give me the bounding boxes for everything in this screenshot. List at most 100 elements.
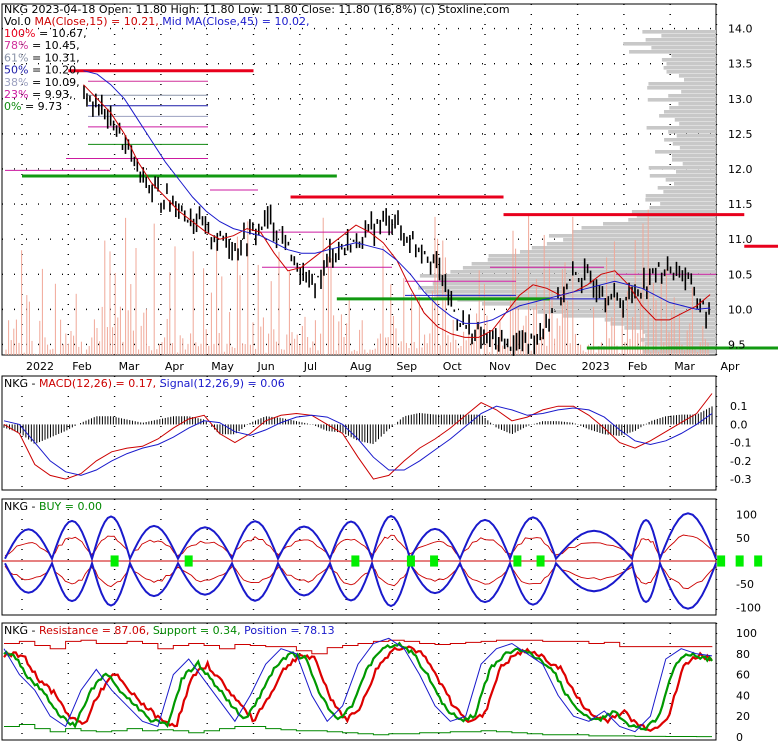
- volume-profile-bar: [646, 126, 716, 130]
- ticker: NKG: [4, 3, 28, 16]
- buy-signal-marker: [735, 555, 744, 567]
- volume-profile-bar: [629, 50, 716, 54]
- volume-profile-bar: [471, 262, 716, 266]
- buy-red-upper: [4, 534, 717, 559]
- volume-profile-bar: [537, 310, 716, 314]
- rsp-green-trace: [3, 641, 713, 732]
- buy-signal-marker: [717, 555, 726, 567]
- macd-y-tick: 0.1: [730, 400, 748, 413]
- buy-signal-marker: [536, 555, 545, 567]
- rsp-panel-frame: [1, 622, 717, 741]
- x-tick-label: Nov: [489, 360, 511, 373]
- volume-profile-bar: [519, 250, 716, 254]
- header-line-2: Vol 0 MA(Close,15) = 10.21, Mid MA(Close…: [4, 15, 310, 28]
- volume-profile-bar: [678, 74, 716, 78]
- series-mid-ma-close-45-: [83, 70, 711, 324]
- volume-profile-bar: [671, 158, 716, 162]
- fib-value: = 10.31,: [32, 51, 80, 64]
- x-tick-label: Mar: [119, 360, 140, 373]
- volume-profile-bar: [655, 150, 716, 154]
- close-value: Close: 11.80 (16.8%): [301, 3, 417, 16]
- high-value: High: 11.80: [170, 3, 234, 16]
- volume-profile-bar: [432, 282, 716, 286]
- x-tick-label: May: [211, 360, 234, 373]
- volume-profile-bar: [645, 194, 716, 198]
- fib-pct: 100%: [4, 27, 39, 40]
- macd-y-tick: -0.2: [730, 455, 751, 468]
- rsp-panel: 100 80 60 40 20 0: [3, 627, 757, 744]
- volume-profile-bar: [509, 306, 716, 310]
- vol-label: Vol 0: [4, 15, 31, 28]
- fib-legend-item: 78% = 10.45,: [4, 39, 80, 52]
- x-tick-label: Oct: [443, 360, 463, 373]
- volume-profile-bar: [679, 146, 716, 150]
- fib-legend-item: 100% = 10.67,: [4, 27, 87, 40]
- y-tick-label: 10.5: [728, 268, 753, 281]
- y-tick-label: 11.0: [728, 233, 753, 246]
- volume-profile-bar: [488, 254, 716, 258]
- volume-profile-bar: [669, 106, 716, 110]
- y-tick-label: 10.0: [728, 303, 753, 316]
- ma45-legend: Mid MA(Close,45) = 10.02,: [162, 15, 309, 28]
- volume-profile-bar: [581, 226, 716, 230]
- volume-profile-bar: [624, 326, 716, 330]
- volume-profile-bar: [623, 42, 716, 46]
- volume-profile-bar: [648, 82, 716, 86]
- volume-profile-bar: [603, 222, 716, 226]
- buy-signal-marker: [351, 555, 360, 567]
- x-tick-label: Sep: [396, 360, 417, 373]
- volume-profile-bar: [679, 122, 716, 126]
- support-resistance-lines: [22, 69, 778, 350]
- fib-pct: 0%: [4, 100, 25, 113]
- volume-profile-bar: [657, 186, 716, 190]
- rsp-series-line: [4, 639, 713, 655]
- credit: (c) Stoxline.com: [420, 3, 509, 16]
- volume-profile-bar: [674, 182, 716, 186]
- x-tick-label: Feb: [628, 360, 647, 373]
- volume-profile-bar: [649, 174, 716, 178]
- rsp-position-line: [3, 637, 713, 733]
- fib-pct: 23%: [4, 88, 32, 101]
- y-axis-ticks: 9.5 10.0 10.5 11.0 11.5 12.0 12.5 13.0 13.5 14.0: [728, 23, 753, 352]
- buy-signal-marker: [430, 555, 439, 567]
- support-legend: Support = 0.34,: [153, 624, 241, 637]
- x-tick-label: Feb: [72, 360, 91, 373]
- y-tick-label: 11.5: [728, 198, 753, 211]
- ma15-legend: MA(Close,15) = 10.21,: [34, 15, 158, 28]
- rsp-ticker: NKG -: [4, 624, 35, 637]
- x-tick-label: Jun: [257, 360, 275, 373]
- date: 2023-04-18: [31, 3, 95, 16]
- fib-legend-item: 61% = 10.31,: [4, 51, 80, 64]
- rsp-red-trace: [3, 645, 713, 732]
- fib-legend-item: 23% = 9.93,: [4, 88, 73, 101]
- y-tick-label: 12.5: [728, 128, 753, 141]
- volume-profile-bar: [436, 294, 716, 298]
- volume-profile-bar: [674, 118, 716, 122]
- volume-profile-bar: [631, 210, 716, 214]
- volume-profile-bar: [419, 274, 716, 278]
- volume-profile-bar: [668, 130, 716, 134]
- buy-signal-marker: [513, 555, 522, 567]
- volume-profile-bar: [663, 66, 716, 70]
- rsp-title: NKG - Resistance = 87.06, Support = 0.34…: [4, 624, 335, 637]
- volume-profile-bar: [678, 102, 716, 106]
- volume-profile-bar: [645, 198, 716, 202]
- buy-title: NKG - BUY = 0.00: [4, 500, 102, 513]
- position-legend: Position = 78.13: [244, 624, 335, 637]
- macd-y-tick: -0.1: [730, 437, 751, 450]
- signal-legend: Signal(12,26,9) = 0.06: [160, 377, 285, 390]
- volume-profile-bar: [610, 322, 716, 326]
- volume-profile-bar: [659, 114, 716, 118]
- x-tick-label: 2023: [582, 360, 610, 373]
- volume-profile-bar: [546, 242, 716, 246]
- low-value: Low: 11.80: [238, 3, 298, 16]
- macd-ticker: NKG -: [4, 377, 35, 390]
- volume-profile-bar: [531, 246, 716, 250]
- macd-series-line: [3, 405, 713, 476]
- y-tick-label: 14.0: [728, 23, 753, 36]
- macd-panel-frame: [1, 375, 717, 491]
- volume-profile-bar: [642, 30, 716, 34]
- fib-value: = 10.45,: [32, 39, 80, 52]
- macd-legend: MACD(12,26) = 0.17,: [39, 377, 156, 390]
- buy-y-tick: -50: [736, 578, 754, 591]
